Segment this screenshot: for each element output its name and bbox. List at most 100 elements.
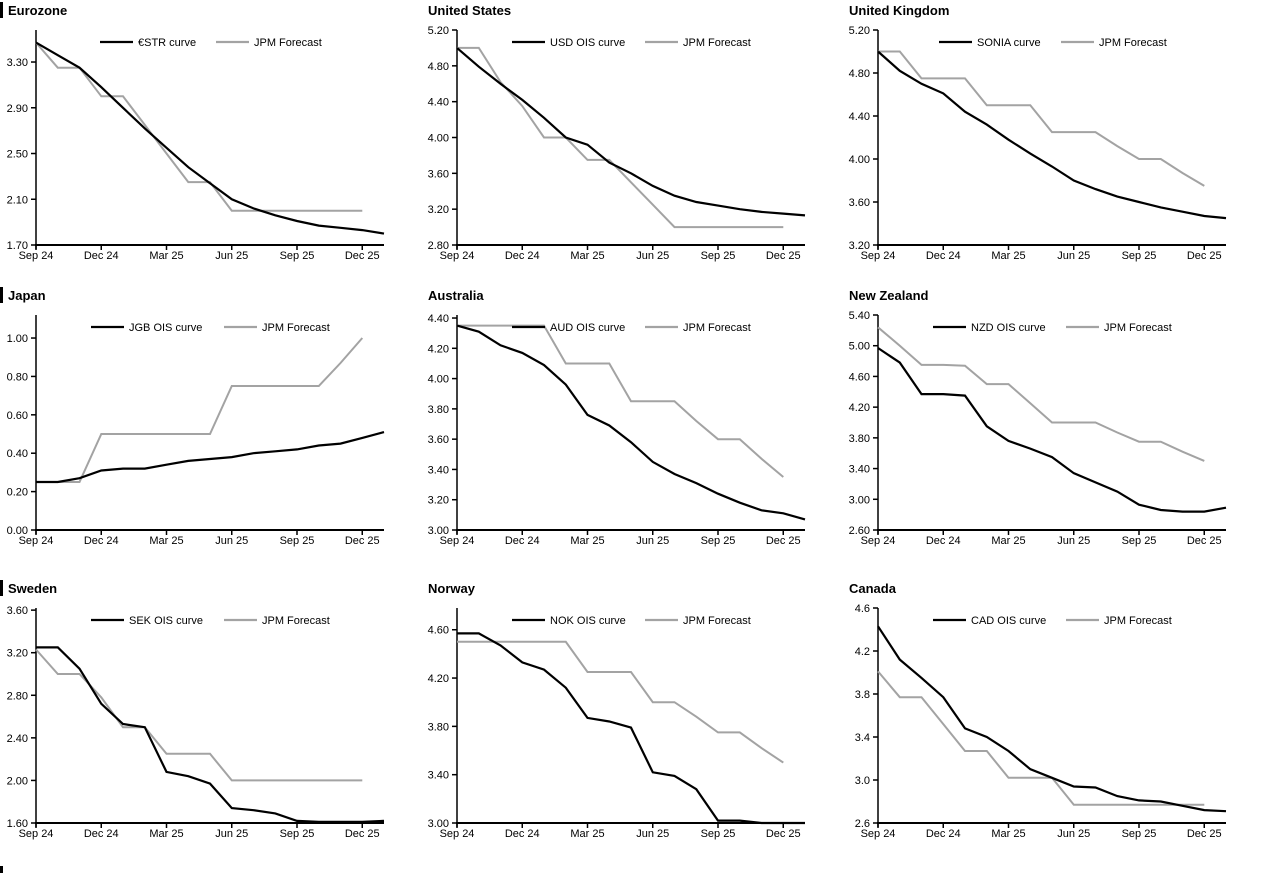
chart-title-row: Norway xyxy=(421,578,842,598)
x-tick-label: Dec 25 xyxy=(345,828,380,840)
x-tick-label: Sep 24 xyxy=(440,250,475,262)
y-tick-label: 3.20 xyxy=(849,240,870,252)
x-tick-label: Mar 25 xyxy=(149,535,183,547)
legend: CAD OIS curve JPM Forecast xyxy=(933,615,1172,627)
nok-ois-curve-line xyxy=(457,632,805,825)
chart-cell-australia: Australia 3.00 3.20 3.40 3.60 3.80 4.00 4.20 4.4… xyxy=(421,285,842,570)
y-tick-label: 1.00 xyxy=(7,333,28,345)
y-tick-label: 2.60 xyxy=(849,525,870,537)
section-marker xyxy=(0,580,3,596)
legend: NOK OIS curve JPM Forecast xyxy=(512,615,751,627)
chart-title-row: Eurozone xyxy=(0,0,421,20)
chart-plot-united-states: 2.80 3.20 3.60 4.00 4.40 4.80 5.20 Sep 24 Dec 24… xyxy=(428,25,806,262)
x-tick-label: Dec 25 xyxy=(345,250,380,262)
jgb-ois-curve-line xyxy=(36,431,385,484)
chart-title-row: United Kingdom xyxy=(842,0,1264,20)
y-tick-label: 4.20 xyxy=(849,402,870,414)
chart-title: Canada xyxy=(849,580,896,596)
x-tick-label: Jun 25 xyxy=(636,828,669,840)
chart-title-row: New Zealand xyxy=(842,285,1264,305)
y-tick-label: 3.80 xyxy=(849,433,870,445)
legend-label: USD OIS curve xyxy=(550,37,625,49)
legend: NZD OIS curve JPM Forecast xyxy=(933,322,1172,334)
chart-title: Norway xyxy=(428,580,475,596)
y-tick-label: 0.60 xyxy=(7,410,28,422)
jpm-forecast-line xyxy=(457,46,784,229)
x-tick-label: Jun 25 xyxy=(1057,250,1090,262)
sek-ois-curve-line xyxy=(36,646,385,823)
chart-plot-new-zealand: 2.60 3.00 3.40 3.80 4.20 4.60 5.00 5.40 Sep 24 De… xyxy=(849,310,1227,547)
x-tick-label: Jun 25 xyxy=(215,535,248,547)
y-tick-label: 4.00 xyxy=(428,133,449,145)
y-tick-label: 3.30 xyxy=(7,57,28,69)
y-tick-label: 1.70 xyxy=(7,240,28,252)
y-tick-label: 5.40 xyxy=(849,310,870,322)
x-tick-label: Sep 25 xyxy=(701,535,736,547)
x-tick-label: Dec 25 xyxy=(1187,535,1222,547)
chart-title: Eurozone xyxy=(8,2,68,18)
y-tick-label: 4.80 xyxy=(428,61,449,73)
x-tick-label: Jun 25 xyxy=(636,250,669,262)
chart-cell-norway: Norway 3.00 3.40 3.80 4.20 4.60 Sep 24 Dec 24 Ma… xyxy=(421,570,842,873)
y-tick-label: 3.4 xyxy=(855,732,870,744)
x-tick-label: Mar 25 xyxy=(991,828,1025,840)
section-marker-bottom xyxy=(0,866,3,873)
legend: JGB OIS curve JPM Forecast xyxy=(91,322,330,334)
y-tick-label: 3.00 xyxy=(849,494,870,506)
y-tick-label: 5.20 xyxy=(849,25,870,37)
chart-cell-japan: Japan 0.00 0.20 0.40 0.60 0.80 1.00 Sep 24 Dec 2… xyxy=(0,285,421,570)
chart-title-row: United States xyxy=(421,0,842,20)
chart-plot-norway: 3.00 3.40 3.80 4.20 4.60 Sep 24 Dec 24 Mar 25 Ju… xyxy=(428,608,805,840)
x-tick-label: Jun 25 xyxy=(215,250,248,262)
chart-plot-sweden: 1.60 2.00 2.40 2.80 3.20 3.60 Sep 24 Dec 24 Mar … xyxy=(7,605,385,840)
y-tick-label: 4.60 xyxy=(849,371,870,383)
legend-label: AUD OIS curve xyxy=(550,322,625,334)
section-marker xyxy=(0,2,3,18)
chart-cell-united-kingdom: United Kingdom 3.20 3.60 4.00 4.40 4.80 5.20 Se… xyxy=(842,0,1264,285)
jpm-forecast-line xyxy=(877,326,1205,462)
x-tick-label: Sep 24 xyxy=(440,535,475,547)
legend-label: JPM Forecast xyxy=(683,322,751,334)
y-tick-label: 3.20 xyxy=(428,204,449,216)
str-curve-line xyxy=(35,41,385,235)
chart-plot-canada: 2.6 3.0 3.4 3.8 4.2 4.6 Sep 24 Dec 24 Mar 25 Jun … xyxy=(855,603,1227,840)
y-tick-label: 2.6 xyxy=(855,818,870,830)
y-tick-label: 4.60 xyxy=(428,625,449,637)
y-tick-label: 3.0 xyxy=(855,775,870,787)
y-tick-label: 4.20 xyxy=(428,673,449,685)
jpm-forecast-line xyxy=(35,41,363,212)
y-tick-label: 0.40 xyxy=(7,448,28,460)
chart-title-row: Australia xyxy=(421,285,842,305)
y-tick-label: 1.60 xyxy=(7,818,28,830)
y-tick-label: 2.00 xyxy=(7,775,28,787)
chart-cell-new-zealand: New Zealand 2.60 3.00 3.40 3.80 4.20 4.60 5.00 5… xyxy=(842,285,1264,570)
y-tick-label: 2.40 xyxy=(7,733,28,745)
chart-title-row: Sweden xyxy=(0,578,421,598)
x-tick-label: Dec 24 xyxy=(926,828,961,840)
y-tick-label: 3.8 xyxy=(855,689,870,701)
y-tick-label: 4.40 xyxy=(849,111,870,123)
chart-cell-sweden: Sweden 1.60 2.00 2.40 2.80 3.20 3.60 Sep 24 Dec … xyxy=(0,570,421,873)
chart-title: Sweden xyxy=(8,580,58,596)
legend-label: JGB OIS curve xyxy=(129,322,202,334)
chart-cell-eurozone: Eurozone 1.70 2.10 2.50 2.90 3.30 Sep 24 Dec 24… xyxy=(0,0,421,285)
y-tick-label: 4.00 xyxy=(849,154,870,166)
x-tick-label: Dec 25 xyxy=(766,250,801,262)
aud-ois-curve-line xyxy=(456,324,806,521)
x-tick-label: Sep 25 xyxy=(701,828,736,840)
y-tick-label: 3.60 xyxy=(849,197,870,209)
x-tick-label: Dec 25 xyxy=(1187,828,1222,840)
jpm-forecast-line xyxy=(878,50,1205,187)
y-tick-label: 2.50 xyxy=(7,149,28,161)
legend-label: JPM Forecast xyxy=(262,615,330,627)
x-tick-label: Dec 25 xyxy=(766,828,801,840)
legend: €STR curve JPM Forecast xyxy=(100,37,322,49)
legend: USD OIS curve JPM Forecast xyxy=(512,37,751,49)
x-tick-label: Dec 25 xyxy=(766,535,801,547)
chart-title: Australia xyxy=(428,287,484,303)
nzd-ois-curve-line xyxy=(877,347,1227,513)
x-tick-label: Sep 25 xyxy=(1122,828,1157,840)
y-tick-label: 3.20 xyxy=(428,495,449,507)
y-tick-label: 3.00 xyxy=(428,818,449,830)
y-tick-label: 4.40 xyxy=(428,97,449,109)
